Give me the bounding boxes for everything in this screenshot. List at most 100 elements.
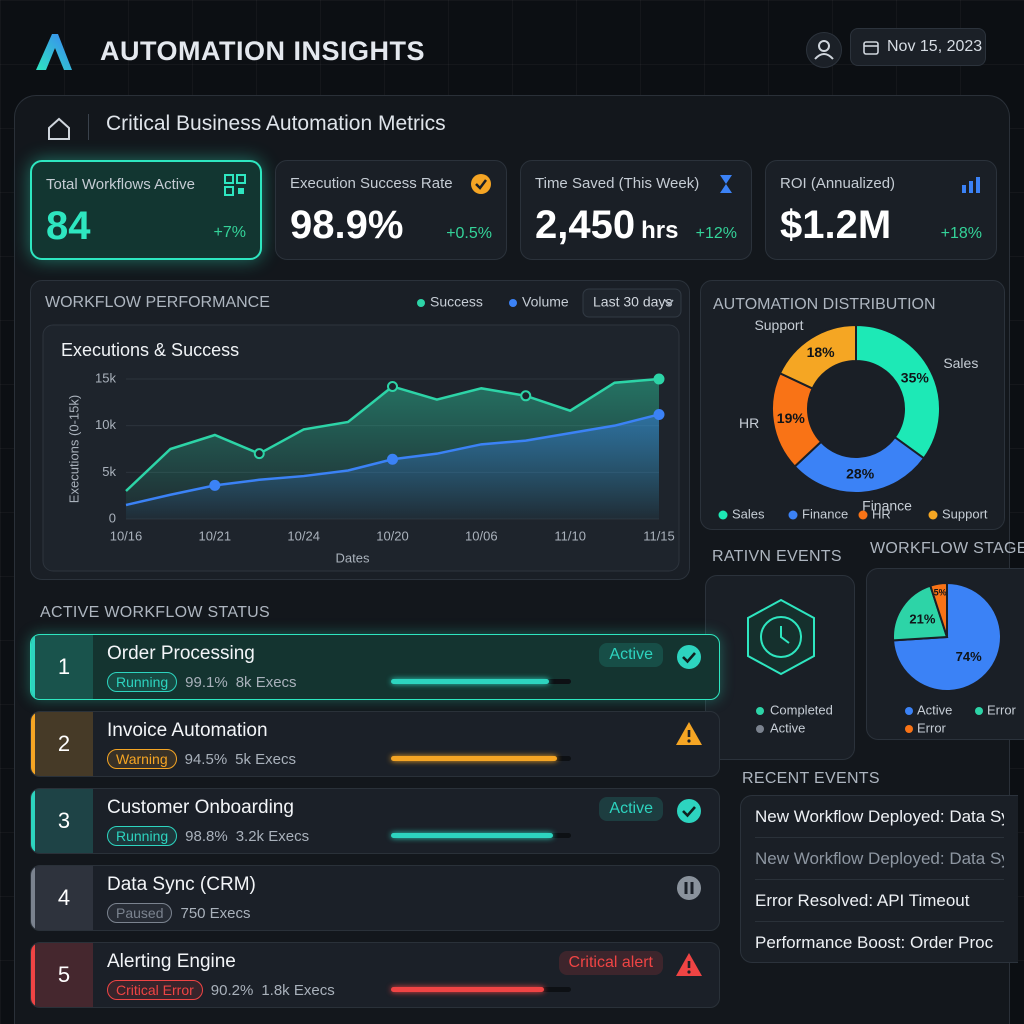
icon-part: [224, 186, 234, 196]
status-icon: [676, 953, 702, 976]
dropdown-box: [582, 288, 682, 318]
slice: [778, 323, 857, 390]
legend-label: Volume: [522, 294, 569, 310]
clock-face: [760, 616, 802, 658]
kpi-card: Total Workflows Active 84 +7%: [30, 160, 262, 260]
user-icon: [814, 40, 834, 60]
icon-part: [962, 185, 966, 193]
kpi-change: +18%: [940, 225, 982, 242]
section-title: RECENT EVENTS: [742, 770, 880, 787]
kpi-value: 98.9%: [290, 203, 404, 247]
app-title: AUTOMATION INSIGHTS: [100, 36, 425, 66]
icon-part: [720, 175, 732, 193]
recent-events: New Workflow Deployed: Data Sy New Workfl…: [740, 795, 1018, 963]
workflow-row[interactable]: 4 Data Sync (CRM) Paused 750 Execs: [30, 865, 720, 931]
slice-label: 35%: [901, 370, 930, 386]
legend-swatch: [858, 510, 868, 520]
icon-circle: [677, 645, 701, 669]
icon-bar: [690, 882, 694, 894]
legend-label: Finance: [802, 506, 848, 521]
user-button[interactable]: [806, 32, 842, 68]
pie-chart: 74% 21% 5% Active Error Error: [892, 581, 1017, 735]
kpi-value: 2,450 hrs: [535, 203, 678, 248]
status-badge: Critical alert: [558, 951, 663, 975]
icon-part: [969, 181, 973, 193]
event-item[interactable]: Error Resolved: API Timeout: [755, 880, 1004, 922]
kpi-change: +7%: [213, 224, 246, 241]
date-picker[interactable]: Nov 15, 2023: [850, 28, 986, 66]
rank-stripe: 1: [31, 635, 93, 699]
x-tick-label: 10/21: [199, 528, 232, 543]
chart-title: Executions & Success: [61, 340, 239, 360]
exec-count: 8k Execs: [235, 673, 297, 691]
slice: [855, 323, 941, 460]
rank-stripe: 2: [31, 712, 93, 776]
range-dropdown[interactable]: Last 30 days: [582, 288, 682, 318]
kpi-icon: [471, 174, 491, 194]
point-marker: [387, 380, 398, 392]
success-rate: 94.5%: [184, 750, 228, 768]
workflow-meta: Running 99.1% 8k Execs: [107, 672, 297, 692]
stage-panel: 74% 21% 5% Active Error Error: [866, 568, 1024, 740]
date-text: Nov 15, 2023: [887, 38, 983, 55]
legend-swatch: [905, 707, 913, 715]
donut-chart: AUTOMATION DISTRIBUTION 35% Sales 28% Financ…: [713, 296, 988, 521]
workflow-name: Invoice Automation: [107, 720, 268, 741]
legend-swatch: [417, 299, 425, 307]
kpi-label: Total Workflows Active: [46, 176, 195, 193]
workflow-row[interactable]: 3 Customer Onboarding Running 98.8% 3.2k Exe…: [30, 788, 720, 854]
section-title: WORKFLOW PERFORMANCE: [45, 294, 270, 311]
workflow-row[interactable]: 2 Invoice Automation Warning 94.5% 5k Execs: [30, 711, 720, 777]
line-chart: WORKFLOW PERFORMANCE Success Volume Last 30…: [42, 288, 682, 572]
section-title: WORKFLOW STAGE: [870, 540, 1024, 557]
distribution-panel: AUTOMATION DISTRIBUTION 35% Sales 28% Financ…: [700, 280, 1005, 530]
y-axis-label: Executions (0-15k): [66, 395, 81, 503]
event-item[interactable]: Performance Boost: Order Proc: [755, 933, 994, 952]
legend-swatch: [975, 707, 983, 715]
x-tick-label: 10/16: [110, 528, 143, 543]
workflow-meta: Warning 94.5% 5k Execs: [107, 749, 296, 769]
slice: [793, 435, 926, 494]
icon-part: [976, 177, 980, 193]
x-tick-label: 11/10: [554, 528, 586, 543]
home-button[interactable]: [46, 116, 72, 142]
legend-label: Active: [917, 702, 952, 717]
status-icon: [676, 722, 702, 745]
progress-fill: [391, 756, 557, 761]
legend-label: Support: [942, 506, 988, 521]
icon-part: [475, 179, 487, 190]
success-rate: 90.2%: [210, 981, 254, 999]
dropdown-label: Last 30 days: [593, 294, 672, 310]
slice: [892, 584, 949, 642]
event-item[interactable]: New Workflow Deployed: Data Sy: [755, 838, 1004, 880]
workflow-name: Order Processing: [107, 643, 255, 664]
kpi-label: ROI (Annualized): [780, 175, 896, 192]
slice-label: 28%: [846, 466, 875, 482]
y-tick-label: 5k: [102, 464, 116, 479]
events-panel: Completed Active: [705, 575, 855, 760]
x-tick-label: 10/06: [465, 528, 498, 543]
icon-bar: [684, 882, 688, 894]
point-marker: [520, 390, 532, 402]
legend-label: Error: [987, 702, 1017, 717]
event-item[interactable]: New Workflow Deployed: Data Sy: [755, 796, 1004, 838]
workflow-row[interactable]: 5 Alerting Engine Critical Error 90.2% 1.8k …: [30, 942, 720, 1008]
slice-label: 19%: [777, 410, 806, 426]
legend-label: Active: [770, 720, 805, 735]
legend-label: Completed: [770, 702, 833, 717]
legend-swatch: [756, 707, 764, 715]
workflow-row[interactable]: 1 Order Processing Running 99.1% 8k Execs Act…: [30, 634, 720, 700]
kpi-label: Time Saved (This Week): [535, 175, 700, 192]
point-marker: [653, 373, 665, 385]
icon-part: [471, 174, 491, 194]
legend-swatch: [788, 510, 798, 520]
legend-swatch: [718, 510, 728, 520]
progress-fill: [391, 679, 550, 684]
legend-label: HR: [872, 506, 891, 521]
rank-stripe: 3: [31, 789, 93, 853]
status-badge: Active: [599, 797, 663, 821]
calendar-icon: [863, 41, 879, 55]
kpi-change: +12%: [695, 225, 737, 242]
x-tick-label: 10/24: [287, 528, 320, 543]
